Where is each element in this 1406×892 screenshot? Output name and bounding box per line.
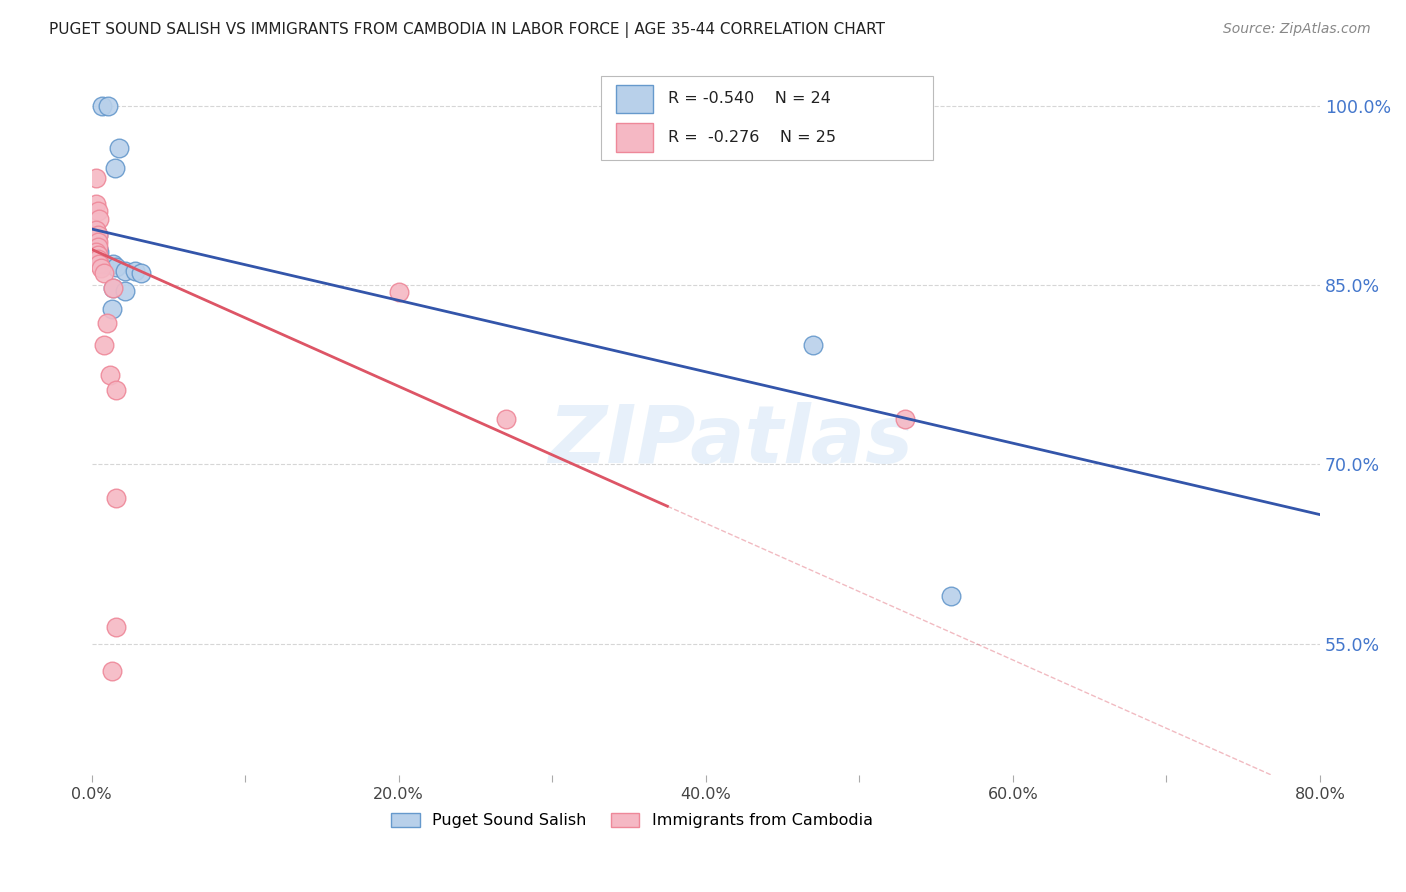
Point bbox=[86, 240, 108, 254]
Point bbox=[114, 264, 136, 278]
Legend: Puget Sound Salish, Immigrants from Cambodia: Puget Sound Salish, Immigrants from Camb… bbox=[384, 806, 880, 835]
Point bbox=[100, 301, 122, 316]
Point bbox=[894, 412, 917, 426]
Point bbox=[86, 235, 108, 249]
Point bbox=[495, 412, 517, 426]
Point bbox=[93, 338, 115, 352]
FancyBboxPatch shape bbox=[616, 123, 652, 152]
Point bbox=[98, 368, 121, 382]
Point bbox=[108, 141, 131, 155]
Point bbox=[84, 237, 107, 252]
Point bbox=[84, 244, 107, 259]
Point bbox=[97, 99, 120, 113]
Point bbox=[90, 254, 112, 268]
Point bbox=[114, 284, 136, 298]
Point bbox=[96, 317, 118, 331]
Point bbox=[86, 227, 108, 242]
Point bbox=[91, 99, 114, 113]
Text: R = -0.540    N = 24: R = -0.540 N = 24 bbox=[668, 91, 831, 106]
Point bbox=[101, 280, 124, 294]
Point bbox=[84, 197, 107, 211]
Point bbox=[89, 252, 111, 266]
Point bbox=[103, 161, 125, 175]
Point bbox=[89, 244, 111, 259]
Point bbox=[84, 234, 107, 248]
Point bbox=[86, 248, 108, 262]
Point bbox=[105, 620, 128, 634]
Point bbox=[89, 212, 111, 227]
Point bbox=[90, 261, 112, 276]
Point bbox=[388, 285, 411, 300]
Point bbox=[101, 280, 124, 294]
Point bbox=[129, 266, 152, 280]
Point bbox=[105, 384, 128, 398]
Text: ZIPatlas: ZIPatlas bbox=[548, 402, 912, 480]
Point bbox=[86, 227, 108, 242]
Point bbox=[86, 242, 108, 256]
Point bbox=[86, 248, 108, 262]
Point bbox=[86, 204, 108, 219]
Point bbox=[84, 224, 107, 238]
FancyBboxPatch shape bbox=[616, 85, 652, 113]
Point bbox=[93, 266, 115, 280]
Text: Source: ZipAtlas.com: Source: ZipAtlas.com bbox=[1223, 22, 1371, 37]
Point bbox=[84, 170, 107, 185]
Point bbox=[801, 338, 824, 352]
Point bbox=[124, 264, 146, 278]
Point bbox=[105, 260, 128, 275]
Point bbox=[101, 257, 124, 271]
Text: R =  -0.276    N = 25: R = -0.276 N = 25 bbox=[668, 130, 835, 145]
Point bbox=[93, 257, 115, 271]
Point bbox=[100, 664, 122, 678]
Point bbox=[89, 257, 111, 271]
Text: PUGET SOUND SALISH VS IMMIGRANTS FROM CAMBODIA IN LABOR FORCE | AGE 35-44 CORREL: PUGET SOUND SALISH VS IMMIGRANTS FROM CA… bbox=[49, 22, 886, 38]
Point bbox=[941, 589, 963, 603]
Point bbox=[86, 252, 108, 266]
FancyBboxPatch shape bbox=[602, 76, 934, 160]
Point bbox=[84, 223, 107, 237]
Point bbox=[105, 491, 128, 505]
